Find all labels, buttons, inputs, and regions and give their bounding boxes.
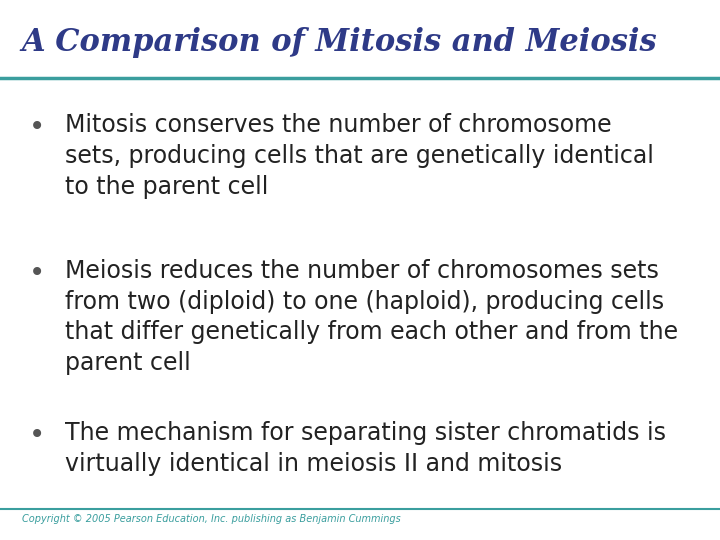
Text: Mitosis conserves the number of chromosome
sets, producing cells that are geneti: Mitosis conserves the number of chromoso…: [65, 113, 654, 199]
Text: •: •: [29, 421, 45, 449]
Text: •: •: [29, 113, 45, 141]
Text: The mechanism for separating sister chromatids is
virtually identical in meiosis: The mechanism for separating sister chro…: [65, 421, 666, 476]
Text: Meiosis reduces the number of chromosomes sets
from two (diploid) to one (haploi: Meiosis reduces the number of chromosome…: [65, 259, 678, 375]
Text: •: •: [29, 259, 45, 287]
Text: Copyright © 2005 Pearson Education, Inc. publishing as Benjamin Cummings: Copyright © 2005 Pearson Education, Inc.…: [22, 514, 400, 524]
Text: A Comparison of Mitosis and Meiosis: A Comparison of Mitosis and Meiosis: [22, 27, 657, 58]
